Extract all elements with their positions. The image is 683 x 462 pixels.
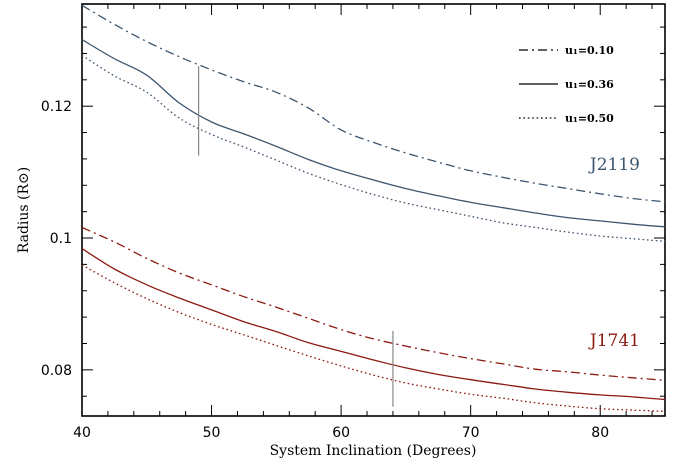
x-axis-label: System Inclination (Degrees) (270, 443, 477, 459)
y-tick-label: 0.08 (41, 363, 72, 379)
legend-label: u₁=0.50 (565, 112, 614, 125)
legend: u₁=0.10 u₁=0.36 u₁=0.50 (519, 44, 614, 125)
legend-label: u₁=0.10 (565, 44, 614, 57)
series-line-j2119-solid (81, 39, 666, 228)
inclination-markers (198, 65, 394, 407)
x-tick-label: 50 (203, 425, 221, 441)
x-tick-label: 70 (462, 425, 480, 441)
series-line-j1741-solid (81, 248, 666, 401)
x-tick-label: 40 (73, 425, 91, 441)
legend-label: u₁=0.36 (565, 78, 614, 91)
plot-frame (81, 3, 666, 417)
series-line-j1741-dotted (81, 264, 666, 413)
series-line-j2119-dashdot (81, 4, 666, 203)
axis-ticks (81, 4, 665, 416)
tick-labels: 40 50 60 70 80 0.08 0.1 0.12 (41, 99, 609, 441)
group-label-j2119: J2119 (588, 155, 640, 175)
y-tick-label: 0.1 (50, 231, 72, 247)
x-tick-label: 80 (591, 425, 609, 441)
y-axis-label: Radius (R⊙) (16, 167, 32, 254)
series-line-j1741-dashdot (81, 226, 666, 382)
group-label-j1741: J1741 (588, 331, 640, 351)
series-curves (81, 4, 666, 413)
group-labels: J2119 J1741 (588, 155, 640, 351)
x-tick-label: 60 (332, 425, 350, 441)
y-tick-label: 0.12 (41, 99, 72, 115)
